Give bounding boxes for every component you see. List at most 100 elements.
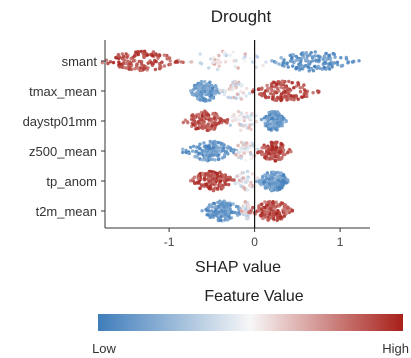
- swarm-point-smant: [121, 62, 126, 66]
- swarm-point-daystp01mm: [212, 116, 216, 120]
- swarm-point-tp-anom: [217, 176, 221, 181]
- swarm-point-daystp01mm: [186, 120, 190, 125]
- swarm-point-t2m-mean: [272, 207, 277, 211]
- swarm-point-daystp01mm: [254, 113, 258, 118]
- swarm-point-t2m-mean: [286, 206, 290, 210]
- swarm-point-tmax-mean: [199, 82, 203, 86]
- swarm-point-smant: [198, 52, 202, 56]
- swarm-point-daystp01mm: [271, 111, 275, 115]
- swarm-point-t2m-mean: [217, 204, 221, 209]
- swarm-point-smant: [233, 64, 238, 69]
- swarm-point-smant: [330, 64, 334, 68]
- swarm-point-tp-anom: [269, 179, 274, 183]
- swarm-point-tp-anom: [201, 171, 205, 175]
- swarm-point-tmax-mean: [302, 83, 306, 87]
- swarm-point-smant: [150, 54, 155, 58]
- swarm-point-smant: [243, 55, 247, 59]
- swarm-point-z500-mean: [213, 158, 217, 162]
- swarm-point-daystp01mm: [206, 112, 210, 117]
- swarm-point-z500-mean: [208, 150, 212, 154]
- swarm-point-smant: [158, 63, 162, 67]
- swarm-point-z500-mean: [236, 143, 240, 148]
- swarm-point-tmax-mean: [273, 85, 277, 89]
- swarm-point-tp-anom: [213, 182, 218, 186]
- swarm-point-smant: [222, 52, 226, 56]
- swarm-point-smant: [146, 66, 150, 70]
- swarm-point-z500-mean: [274, 142, 278, 146]
- swarm-point-t2m-mean: [260, 202, 264, 206]
- swarm-point-tmax-mean: [244, 86, 249, 91]
- swarm-point-smant: [142, 54, 146, 58]
- swarm-point-daystp01mm: [210, 124, 214, 128]
- swarm-point-t2m-mean: [282, 214, 286, 218]
- swarm-point-tmax-mean: [198, 87, 202, 91]
- swarm-point-tp-anom: [277, 179, 281, 183]
- swarm-point-tmax-mean: [269, 87, 273, 91]
- swarm-point-t2m-mean: [283, 203, 287, 207]
- swarm-point-tmax-mean: [298, 90, 303, 94]
- swarm-point-z500-mean: [263, 155, 268, 159]
- swarm-point-smant: [285, 61, 289, 65]
- swarm-point-t2m-mean: [286, 209, 290, 213]
- swarm-point-daystp01mm: [232, 115, 237, 120]
- swarm-point-z500-mean: [228, 146, 232, 150]
- swarm-point-smant: [232, 59, 236, 63]
- swarm-point-z500-mean: [203, 151, 207, 156]
- feature-labels: smant tmax_mean daystp01mm z500_mean tp_anom…: [23, 54, 98, 219]
- swarm-point-smant: [290, 56, 294, 60]
- swarm-point-tmax-mean: [251, 90, 255, 94]
- swarm-point-smant: [243, 59, 247, 63]
- swarm-point-tp-anom: [272, 178, 277, 182]
- swarm-point-z500-mean: [220, 148, 225, 153]
- swarm-point-smant: [277, 62, 281, 66]
- swarm-point-tp-anom: [212, 173, 216, 177]
- swarm-point-tp-anom: [237, 172, 242, 176]
- swarm-point-z500-mean: [239, 140, 244, 145]
- swarm-point-smant: [298, 67, 303, 71]
- swarm-point-daystp01mm: [234, 118, 238, 122]
- swarm-point-tp-anom: [222, 173, 226, 177]
- swarm-point-tp-anom: [269, 188, 273, 192]
- swarm-point-z500-mean: [200, 158, 204, 162]
- swarm-point-t2m-mean: [270, 200, 275, 205]
- swarm-point-z500-mean: [195, 155, 199, 159]
- swarm-point-z500-mean: [200, 149, 204, 153]
- swarm-point-z500-mean: [282, 148, 286, 152]
- swarm-point-tp-anom: [269, 173, 273, 177]
- swarm-point-z500-mean: [194, 149, 199, 153]
- x-tick-label: -1: [164, 235, 175, 249]
- swarm-point-tmax-mean: [203, 79, 207, 84]
- swarm-point-daystp01mm: [232, 112, 236, 117]
- swarm-point-z500-mean: [196, 145, 201, 149]
- swarm-point-daystp01mm: [200, 123, 205, 127]
- swarm-point-tmax-mean: [262, 91, 266, 96]
- swarm-point-daystp01mm: [245, 111, 249, 116]
- swarm-point-tmax-mean: [279, 85, 283, 90]
- swarm-point-daystp01mm: [280, 124, 284, 128]
- swarm-point-smant: [124, 52, 128, 56]
- feature-label-t2m-mean: t2m_mean: [36, 204, 97, 219]
- swarm-point-z500-mean: [217, 157, 221, 161]
- swarm-point-smant: [313, 50, 317, 54]
- swarm-point-smant: [135, 62, 139, 67]
- swarm-point-smant: [129, 67, 134, 72]
- swarm-point-z500-mean: [249, 152, 253, 156]
- swarm-point-z500-mean: [279, 149, 283, 153]
- swarm-point-tp-anom: [232, 178, 236, 182]
- swarm-point-z500-mean: [208, 156, 212, 161]
- swarm-point-z500-mean: [184, 150, 188, 154]
- swarm-point-smant: [294, 66, 299, 70]
- swarm-point-smant: [317, 58, 321, 62]
- swarm-point-tp-anom: [250, 172, 255, 176]
- swarm-point-daystp01mm: [196, 126, 200, 131]
- swarm-point-tp-anom: [248, 184, 253, 188]
- swarm-point-smant: [209, 57, 213, 61]
- swarm-point-tp-anom: [207, 176, 211, 181]
- swarm-point-tp-anom: [273, 181, 278, 185]
- swarm-point-t2m-mean: [281, 211, 286, 215]
- swarm-point-smant: [125, 55, 129, 59]
- swarm-point-smant: [133, 67, 137, 71]
- swarm-point-tmax-mean: [226, 95, 230, 100]
- swarm-point-tp-anom: [281, 183, 285, 187]
- swarm-point-smant: [296, 58, 300, 62]
